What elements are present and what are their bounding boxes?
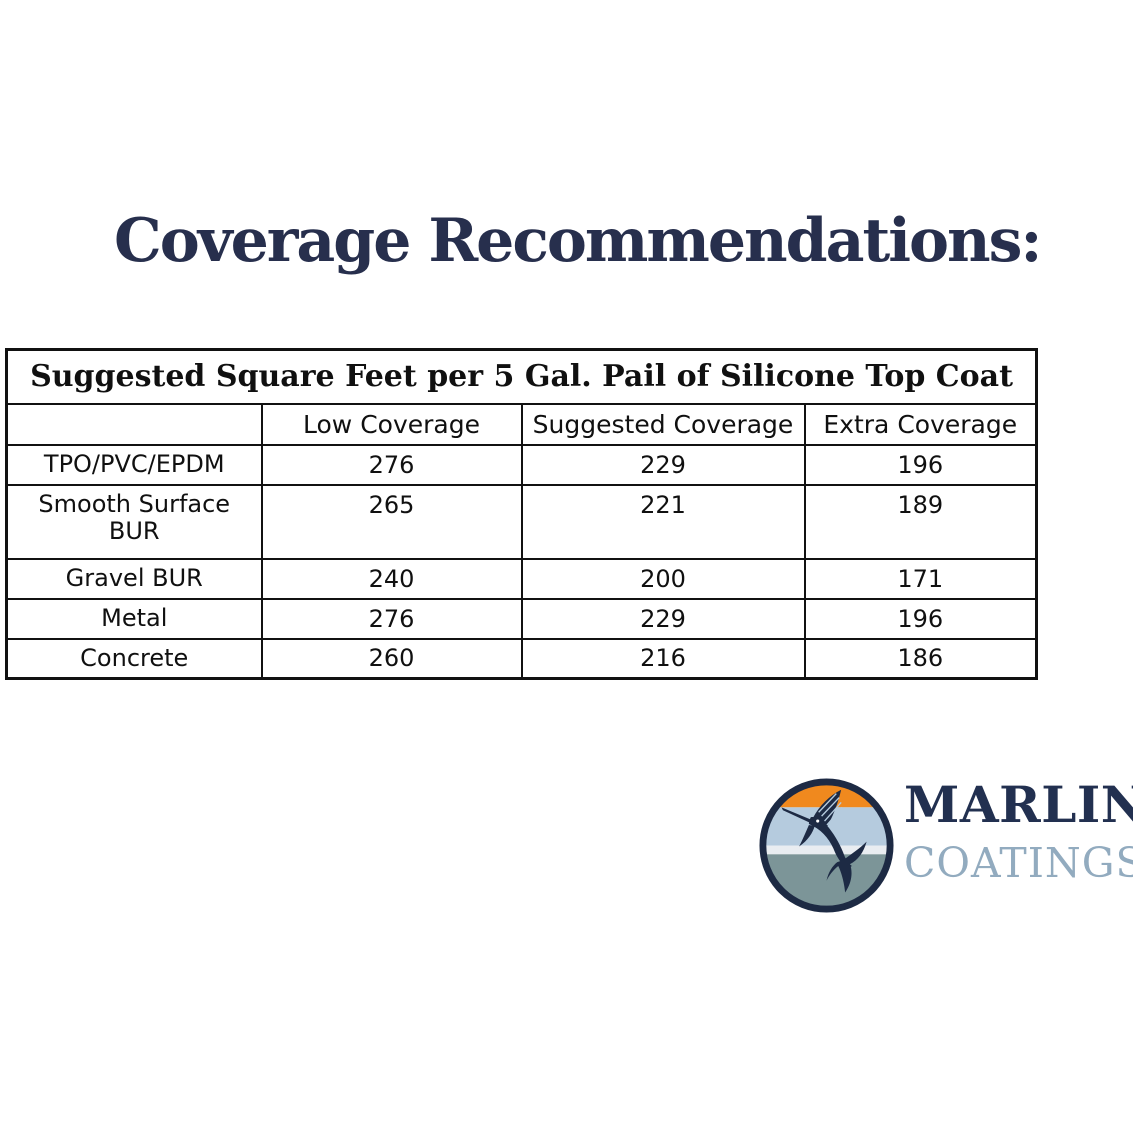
row-label: Smooth Surface BUR: [38, 489, 231, 546]
table-header-row: Low Coverage Suggested Coverage Extra Co…: [5, 402, 1038, 446]
row-label: TPO/PVC/EPDM: [43, 450, 225, 479]
logo-horizon-band: [764, 845, 889, 855]
marlin-fish-icon: [781, 789, 867, 893]
coverage-value-cell: 171: [803, 557, 1038, 600]
coverage-value-cell: 265: [260, 483, 523, 560]
column-header-blank: [5, 402, 263, 446]
coverage-value-cell: 221: [520, 483, 806, 560]
row-label-cell: TPO/PVC/EPDM: [5, 443, 263, 486]
logo-text: MARLIN COATINGS: [904, 777, 1133, 884]
row-label: Gravel BUR: [65, 564, 203, 593]
coverage-value-cell: 276: [260, 597, 523, 640]
logo-ring: [759, 778, 894, 913]
table-caption-row: Suggested Square Feet per 5 Gal. Pail of…: [5, 348, 1038, 405]
table-caption: Suggested Square Feet per 5 Gal. Pail of…: [5, 348, 1038, 405]
coverage-value-cell: 260: [260, 637, 523, 680]
row-label-cell: Concrete: [5, 637, 263, 680]
page-title: Coverage Recommendations:: [114, 206, 1043, 276]
coverage-value-cell: 276: [260, 443, 523, 486]
coverage-value-cell: 186: [803, 637, 1038, 680]
coverage-value-cell: 196: [803, 597, 1038, 640]
row-label-cell: Metal: [5, 597, 263, 640]
row-label-cell: Smooth Surface BUR: [5, 483, 263, 560]
coverage-value-cell: 196: [803, 443, 1038, 486]
table-row: Metal 276 229 196: [5, 597, 1038, 640]
coverage-value-cell: 229: [520, 443, 806, 486]
row-label: Concrete: [80, 643, 189, 672]
row-label: Metal: [101, 604, 168, 633]
table-row: Concrete 260 216 186: [5, 637, 1038, 680]
marlin-logo-icon: [759, 778, 894, 913]
column-header-suggested-coverage: Suggested Coverage: [520, 402, 806, 446]
table-row: Smooth Surface BUR 265 221 189: [5, 483, 1038, 560]
coverage-value-cell: 229: [520, 597, 806, 640]
column-header-low-coverage: Low Coverage: [260, 402, 523, 446]
coverage-value-cell: 189: [803, 483, 1038, 560]
coverage-table: Suggested Square Feet per 5 Gal. Pail of…: [5, 348, 1038, 680]
logo-brand-name: MARLIN: [904, 775, 1133, 834]
row-label-cell: Gravel BUR: [5, 557, 263, 600]
table-row: Gravel BUR 240 200 171: [5, 557, 1038, 600]
logo-brand-subtitle: COATINGS: [904, 839, 1133, 887]
coverage-value-cell: 216: [520, 637, 806, 680]
column-header-extra-coverage: Extra Coverage: [803, 402, 1038, 446]
table-row: TPO/PVC/EPDM 276 229 196: [5, 443, 1038, 486]
coverage-value-cell: 240: [260, 557, 523, 600]
coverage-value-cell: 200: [520, 557, 806, 600]
marlin-coatings-logo: MARLIN COATINGS: [758, 777, 1133, 914]
